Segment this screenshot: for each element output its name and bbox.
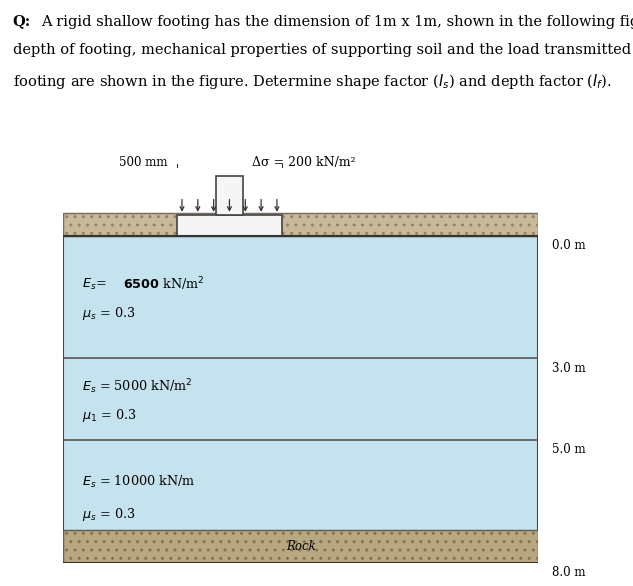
Text: 5.0 m: 5.0 m [552, 444, 586, 456]
Bar [63, 213, 538, 236]
Text: Δσ = 200 kN/m²: Δσ = 200 kN/m² [252, 156, 356, 169]
Text: $\mathbf{6500}$ kN/m$^2$: $\mathbf{6500}$ kN/m$^2$ [123, 275, 204, 293]
Text: $E_s$=: $E_s$= [82, 277, 107, 292]
Text: 8.0 m: 8.0 m [552, 566, 586, 579]
Text: depth of footing, mechanical properties of supporting soil and the load transmit: depth of footing, mechanical properties … [13, 43, 633, 57]
Text: 500 mm: 500 mm [119, 156, 168, 169]
Text: $\mu_s$ = 0.3: $\mu_s$ = 0.3 [82, 305, 135, 322]
Text: $\mu_1$ = 0.3: $\mu_1$ = 0.3 [82, 407, 137, 424]
Text: footing are shown in the figure. Determine shape factor ($I_s$) and depth factor: footing are shown in the figure. Determi… [13, 72, 611, 91]
Bar [177, 214, 282, 236]
Bar [63, 236, 538, 563]
Text: $E_s$ = 10000 kN/m: $E_s$ = 10000 kN/m [82, 473, 196, 490]
Text: 3.0 m: 3.0 m [552, 362, 586, 374]
Bar [216, 176, 242, 214]
Text: 0.0 m: 0.0 m [552, 239, 586, 252]
Text: Q:: Q: [13, 15, 31, 29]
Text: A rigid shallow footing has the dimension of 1m x 1m, shown in the following fig: A rigid shallow footing has the dimensio… [41, 15, 633, 29]
Bar [63, 213, 538, 236]
Bar [63, 530, 538, 563]
Text: Rock: Rock [286, 540, 315, 553]
Text: $E_s$ = 5000 kN/m$^2$: $E_s$ = 5000 kN/m$^2$ [82, 377, 193, 396]
Bar [63, 530, 538, 563]
Text: $\mu_s$ = 0.3: $\mu_s$ = 0.3 [82, 506, 135, 523]
